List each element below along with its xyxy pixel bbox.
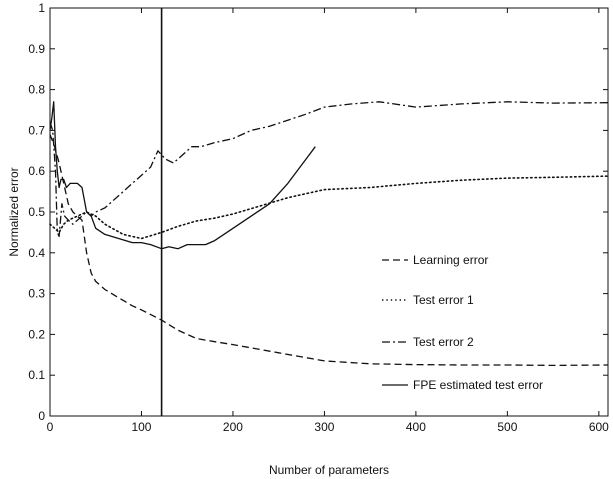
legend-label-1: Learning error: [413, 253, 488, 267]
y-tick-label: 0.6: [28, 164, 45, 178]
legend-label-2: Test error 1: [413, 293, 474, 307]
y-tick-label: 0.7: [28, 123, 45, 137]
legend-label-3: Test error 2: [413, 335, 474, 349]
x-tick-label: 400: [406, 420, 426, 434]
x-tick-label: 500: [497, 420, 517, 434]
y-tick-label: 0.4: [28, 246, 45, 260]
x-tick-label: 200: [223, 420, 243, 434]
x-tick-label: 300: [314, 420, 334, 434]
y-tick-label: 1: [38, 1, 45, 15]
y-tick-label: 0.1: [28, 368, 45, 382]
y-tick-label: 0.9: [28, 42, 45, 56]
x-axis-label: Number of parameters: [269, 463, 389, 477]
y-tick-label: 0.3: [28, 287, 45, 301]
plot-frame: [49, 7, 609, 417]
legend-label-4: FPE estimated test error: [413, 378, 543, 392]
y-tick-label: 0.2: [28, 327, 45, 341]
x-tick-label: 600: [589, 420, 609, 434]
x-axis: 0 100 200 300 400 500 600: [47, 8, 609, 434]
y-axis-label: Normalized error: [7, 167, 21, 256]
series-layer: [49, 101, 609, 367]
y-tick-label: 0.8: [28, 83, 45, 97]
series-line-2: [49, 175, 609, 240]
plot-border: [49, 7, 609, 417]
x-tick-label: 100: [131, 420, 151, 434]
series-line-4: [49, 101, 316, 250]
legend: Learning error Test error 1 Test error 2 FP…: [382, 253, 543, 392]
y-axis: 0 0.1 0.2 0.3 0.4 0.5 0.6 0.7 0.8 0.9 1: [28, 1, 608, 423]
y-tick-label: 0.5: [28, 205, 45, 219]
series-line-1: [49, 134, 609, 367]
series-line-3: [49, 101, 609, 238]
y-tick-label: 0: [38, 409, 45, 423]
x-tick-label: 0: [47, 420, 54, 434]
